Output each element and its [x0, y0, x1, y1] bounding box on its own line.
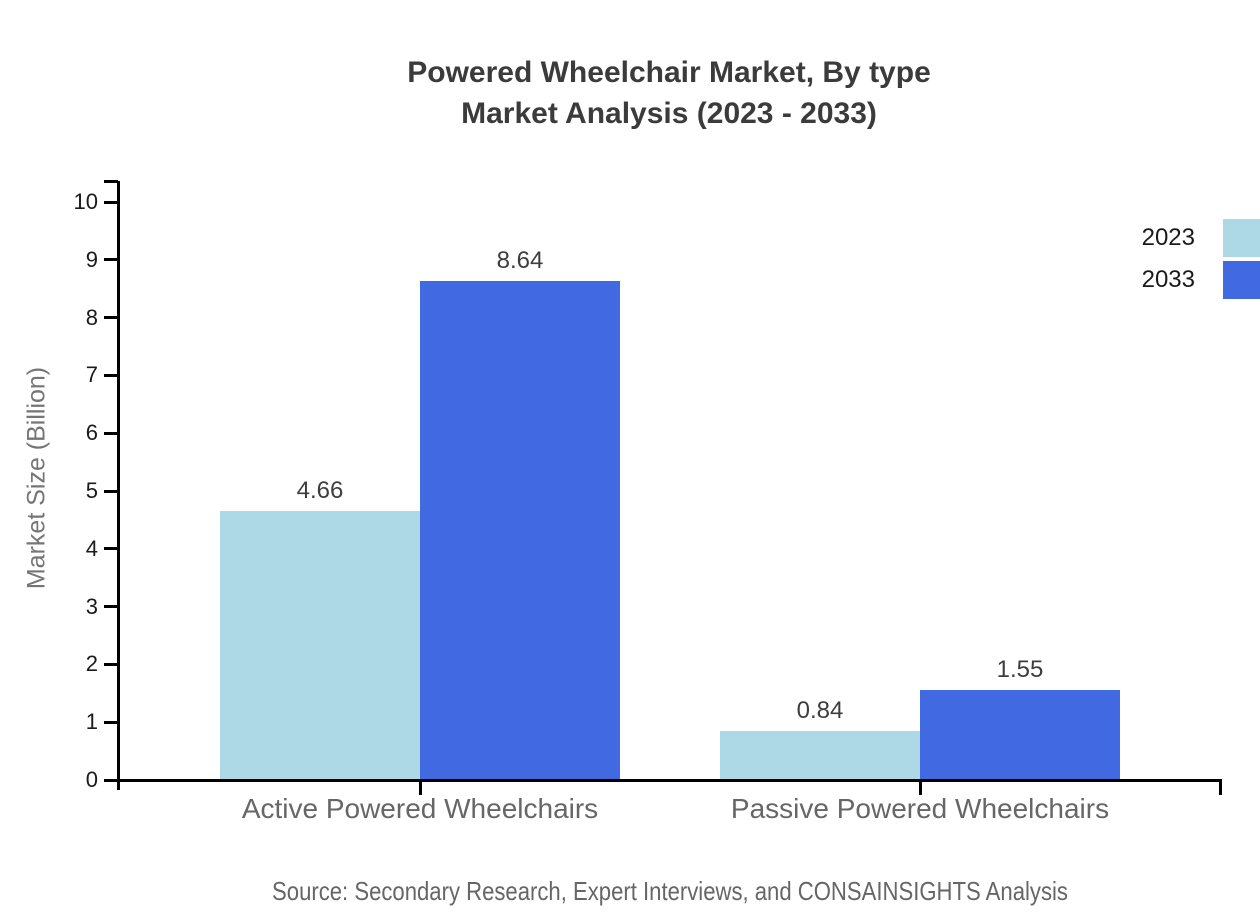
chart-title-line-1: Powered Wheelchair Market, By type	[407, 56, 931, 89]
bar-value-label: 1.55	[996, 656, 1044, 684]
legend-swatch-2023	[1223, 219, 1260, 257]
y-axis-tick-label: 8	[85, 304, 98, 330]
chart-title: Powered Wheelchair Market, By type Marke…	[407, 52, 931, 134]
x-axis-tick	[418, 780, 422, 795]
bar-2023-2	[720, 731, 920, 780]
y-axis-tick	[104, 605, 118, 609]
x-axis-end-tick	[1219, 780, 1222, 795]
y-axis-tick	[104, 200, 118, 204]
x-axis-line	[116, 778, 1222, 782]
y-axis-tick	[104, 373, 118, 377]
y-axis-tick	[104, 489, 118, 493]
legend-swatch-2033	[1223, 261, 1260, 299]
y-axis-tick-label: 10	[73, 189, 98, 214]
y-axis-tick	[104, 662, 118, 666]
y-axis-tick-label: 0	[85, 767, 98, 792]
y-axis-tick	[104, 258, 118, 262]
source-note-text: Source: Secondary Research, Expert Inter…	[272, 876, 1068, 906]
y-axis-tick-label: 7	[85, 362, 98, 388]
source-note: Source: Secondary Research, Expert Inter…	[202, 876, 1138, 907]
y-axis-tick-label: 5	[85, 478, 98, 503]
chart-title-line-2: Market Analysis (2023 - 2033)	[461, 97, 877, 130]
y-axis-tick-label: 1	[85, 709, 98, 735]
y-axis-tick	[104, 720, 118, 724]
bar-2023-1	[220, 510, 420, 780]
y-axis-tick	[104, 316, 118, 320]
y-axis-tick-label: 4	[85, 535, 98, 561]
y-axis-tick	[104, 431, 118, 435]
y-axis-tick	[104, 778, 118, 782]
legend-label-2033: 2033	[1141, 266, 1195, 293]
bar-value-label: 8.64	[496, 246, 544, 274]
x-axis-category-label: Passive Powered Wheelchairs	[730, 793, 1110, 824]
y-axis-tick-label: 3	[85, 593, 98, 619]
bar-value-label: 0.84	[796, 697, 844, 725]
legend-label-2023: 2023	[1141, 224, 1195, 251]
x-axis-category-label: Active Powered Wheelchairs	[241, 793, 599, 824]
y-axis-line	[116, 181, 120, 790]
y-axis-tick-label: 2	[85, 651, 98, 677]
bar-2033-2	[920, 690, 1120, 780]
bar-2033-1	[420, 280, 620, 780]
x-axis-tick	[918, 780, 922, 795]
y-axis-tick-label: 6	[85, 420, 98, 446]
bar-value-label: 4.66	[296, 476, 344, 504]
y-axis-tick-label: 9	[85, 246, 98, 272]
y-axis-tick	[104, 547, 118, 551]
y-axis-end-tick	[104, 179, 118, 183]
